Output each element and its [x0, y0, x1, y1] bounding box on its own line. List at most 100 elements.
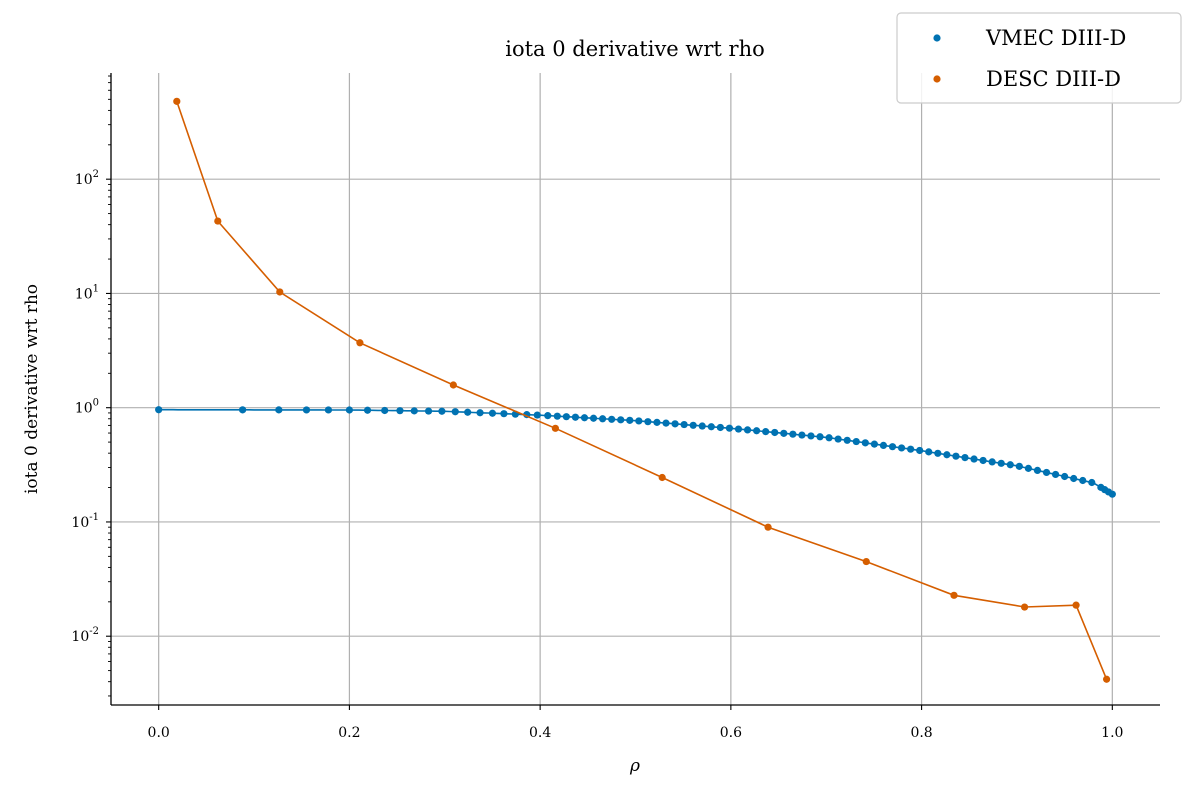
x-tick-label: 0.0: [148, 725, 170, 741]
data-point-vmec: [500, 410, 508, 418]
data-point-vmec: [1015, 462, 1023, 470]
data-point-vmec: [571, 413, 580, 421]
axes: [110, 73, 1160, 706]
data-point-vmec: [424, 407, 433, 415]
data-point-vmec: [725, 424, 734, 432]
data-point-vmec: [825, 434, 833, 442]
data-point-vmec: [533, 411, 541, 419]
series-0: [155, 406, 1116, 498]
x-tick-label: 0.4: [529, 725, 551, 741]
data-point-vmec: [580, 414, 589, 422]
data-point-vmec: [1051, 470, 1060, 479]
data-point-vmec: [879, 441, 888, 449]
data-point-vmec: [626, 416, 634, 424]
data-point-desc: [862, 557, 870, 566]
data-point-vmec: [689, 421, 697, 429]
data-point-vmec: [753, 427, 761, 435]
data-point-desc: [214, 217, 222, 225]
data-point-vmec: [816, 433, 824, 441]
data-point-desc: [449, 381, 457, 389]
data-point-vmec: [410, 407, 418, 415]
data-point-vmec: [716, 423, 724, 432]
data-point-vmec: [1070, 474, 1078, 483]
data-point-vmec: [907, 445, 915, 453]
x-tick-label: 0.6: [720, 725, 742, 741]
data-point-desc: [1020, 603, 1029, 611]
data-point-vmec: [916, 446, 924, 455]
x-tick-label: 0.2: [338, 725, 360, 741]
data-point-vmec: [961, 454, 969, 462]
y-tick-label: 10-1: [71, 512, 99, 531]
data-point-vmec: [363, 406, 372, 414]
data-point-vmec: [589, 414, 598, 422]
data-point-vmec: [707, 423, 715, 431]
data-point-vmec: [897, 444, 906, 452]
data-point-vmec: [997, 459, 1005, 467]
data-point-vmec: [834, 435, 842, 443]
data-point-vmec: [934, 449, 942, 457]
legend-label-desc: DESC DIII-D: [986, 67, 1121, 91]
y-axis-label: iota 0 derivative wrt rho: [22, 284, 42, 494]
legend-frame: [896, 12, 1182, 104]
series-line-vmec: [158, 408, 1113, 495]
data-point-vmec: [807, 432, 815, 440]
data-point-vmec: [1088, 478, 1096, 487]
data-point-vmec: [608, 415, 616, 423]
data-point-vmec: [780, 429, 788, 437]
x-tick-label: 1.0: [1101, 725, 1123, 741]
data-point-vmec: [698, 422, 706, 430]
data-point-vmec: [239, 406, 247, 414]
data-point-vmec: [925, 448, 933, 456]
data-point-vmec: [302, 406, 311, 414]
y-tick-label: 10-2: [71, 626, 99, 645]
x-axis-label: ρ: [629, 756, 640, 776]
data-point-vmec: [662, 419, 670, 427]
data-point-desc: [764, 523, 772, 531]
data-point-vmec: [771, 428, 779, 437]
legend-marker-desc: [933, 75, 941, 83]
data-point-vmec: [870, 440, 878, 448]
data-point-vmec: [396, 407, 404, 415]
data-point-vmec: [275, 406, 283, 414]
data-point-vmec: [1042, 468, 1051, 477]
series-line-desc: [176, 101, 1108, 680]
data-point-desc: [658, 473, 666, 482]
data-point-vmec: [671, 420, 679, 428]
data-point-vmec: [438, 407, 446, 415]
data-point-vmec: [1033, 466, 1042, 475]
data-point-desc: [356, 339, 364, 347]
data-point-vmec: [861, 439, 869, 447]
data-point-vmec: [943, 451, 951, 459]
data-point-vmec: [345, 406, 354, 414]
data-point-desc: [551, 424, 559, 432]
legend: VMEC DIII-D DESC DIII-D: [896, 12, 1182, 104]
data-point-desc: [1102, 675, 1111, 683]
data-point-vmec: [464, 408, 472, 416]
data-point-vmec: [324, 406, 333, 414]
data-point-vmec: [476, 409, 484, 417]
data-point-vmec: [451, 408, 459, 416]
data-point-vmec: [488, 409, 497, 417]
grid-lines: [111, 73, 1160, 705]
series-1: [173, 97, 1111, 683]
data-point-vmec: [644, 418, 652, 426]
data-point-desc: [173, 97, 181, 105]
data-point-vmec: [979, 456, 987, 465]
data-point-vmec: [988, 458, 996, 466]
data-point-vmec: [544, 412, 552, 420]
data-point-vmec: [734, 425, 743, 433]
plot-area: [155, 97, 1116, 683]
data-point-vmec: [553, 412, 561, 420]
data-point-vmec: [852, 437, 860, 446]
data-point-vmec: [743, 426, 752, 434]
data-point-vmec: [789, 430, 797, 438]
data-point-vmec: [1024, 464, 1032, 472]
y-tick-label: 101: [75, 283, 99, 302]
data-point-vmec: [381, 406, 389, 415]
data-point-desc: [1072, 601, 1080, 609]
data-point-vmec: [680, 420, 688, 429]
legend-label-vmec: VMEC DIII-D: [985, 26, 1126, 50]
data-point-desc: [950, 591, 958, 599]
legend-marker-vmec: [933, 34, 941, 42]
